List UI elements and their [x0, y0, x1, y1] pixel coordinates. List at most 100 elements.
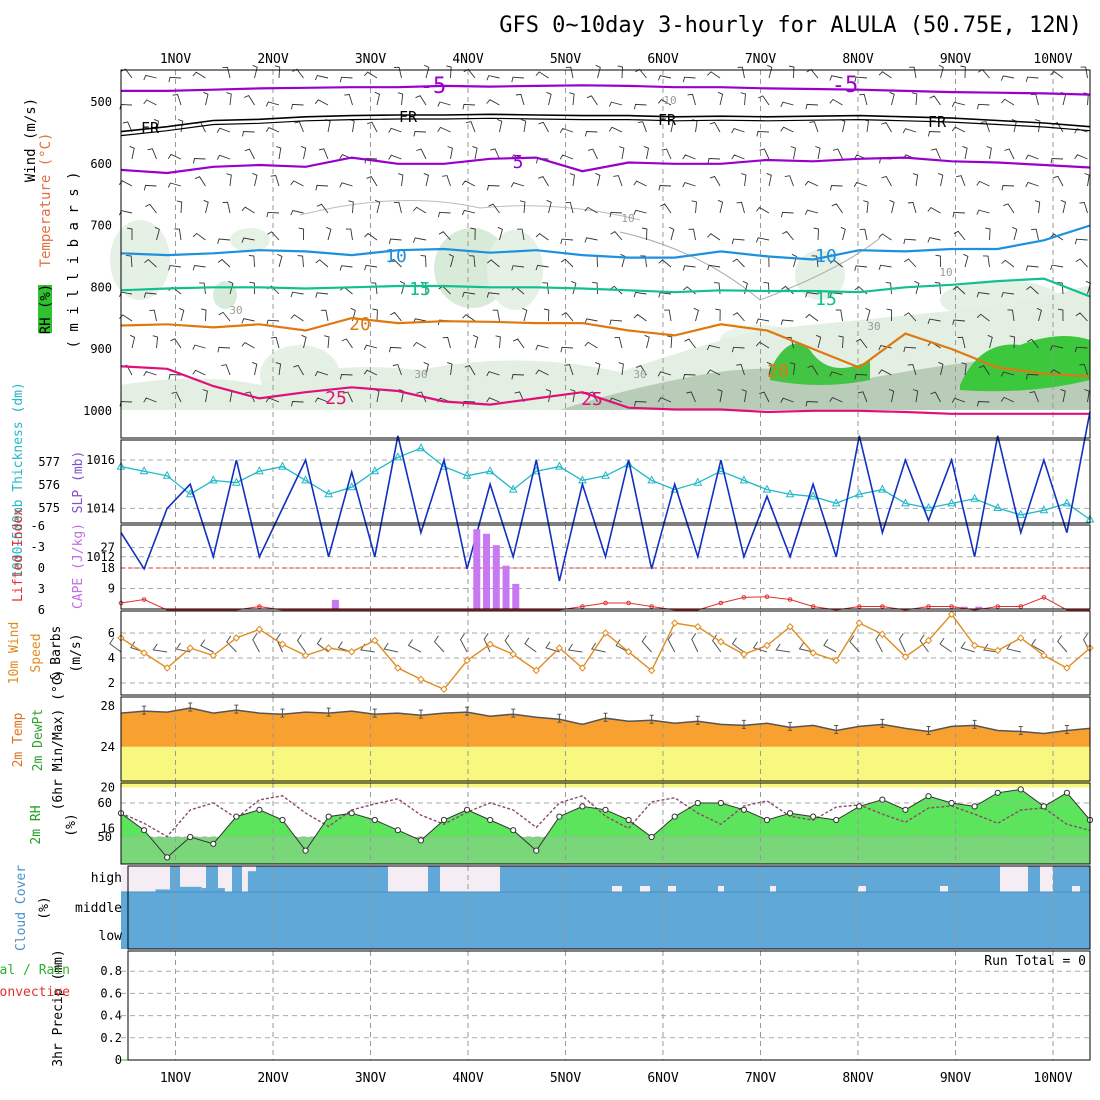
isotherm-20 — [120, 316, 1091, 378]
cloud-layer-middle: middle — [75, 901, 122, 916]
high-cloud-gap — [940, 886, 948, 892]
temp-minmax-bar — [280, 708, 285, 718]
upper-wind-barbs — [118, 64, 1091, 407]
li-tick--6: -6 — [31, 519, 45, 533]
rh-point — [740, 806, 748, 813]
contour-label: 10 — [939, 266, 952, 279]
thickness-point — [185, 489, 195, 498]
rh-point — [971, 803, 978, 810]
thickness-point — [162, 470, 172, 479]
isotherm-15 — [120, 277, 1091, 298]
chart-title: GFS 0~10day 3-hourly for ALULA (50.75E, … — [499, 13, 1082, 38]
cape-bar — [502, 565, 510, 609]
rh-contour-10 — [619, 231, 881, 301]
rh-point — [348, 810, 355, 817]
temp-minmax-bar — [142, 705, 147, 715]
top-date-2NOV: 2NOV — [257, 52, 288, 67]
temp-minmax-bar — [649, 714, 654, 724]
wind-speed-point — [255, 625, 264, 633]
contour-label: 25 — [325, 388, 347, 409]
wind-panel — [120, 610, 1091, 696]
rh-point — [602, 806, 609, 813]
thickness-point — [1039, 505, 1049, 514]
wind-speed-point — [1063, 664, 1071, 672]
cloud-base — [121, 866, 1090, 949]
thickness-point — [139, 466, 149, 475]
contour-label: 20 — [767, 361, 789, 382]
top-date-10NOV: 10NOV — [1033, 52, 1072, 67]
thickness-point — [1062, 498, 1072, 507]
contour-label: FR — [928, 113, 947, 131]
rh-shade-green — [770, 343, 870, 385]
high-cloud-gap — [1072, 886, 1080, 892]
thickness-point — [347, 482, 357, 491]
wind-speed-point — [647, 666, 656, 675]
high-cloud-clear — [440, 866, 500, 892]
high-cloud-clear — [1040, 866, 1053, 892]
thickness-point — [854, 489, 864, 498]
lifted-index-point — [880, 604, 885, 609]
high-cloud-clear — [1000, 866, 1028, 892]
temp-minmax-bar — [465, 706, 470, 716]
wind-speed-point — [809, 649, 817, 657]
li-tick-0: 0 — [38, 561, 45, 575]
bottom-date-3NOV: 3NOV — [355, 1071, 386, 1086]
wind-speed-point — [1040, 651, 1048, 660]
run-total-label: Run Total = 0 — [984, 954, 1086, 969]
rh-ylabel-unit: (%) — [64, 813, 79, 836]
thickness-point — [947, 498, 956, 507]
contour-label: FR — [658, 111, 677, 129]
top-date-4NOV: 4NOV — [452, 52, 483, 67]
upper-ylabel-millibars: ( m i l l i b a r s ) — [66, 171, 82, 348]
precip-panel — [127, 950, 1091, 1061]
thickness-point — [993, 502, 1003, 511]
lifted-index-point — [718, 600, 724, 606]
temp-minmax-bar — [926, 726, 931, 735]
temp-minmax-bar — [741, 719, 746, 729]
rh-point — [648, 833, 655, 841]
rh-point — [487, 816, 494, 824]
cape-bar — [331, 599, 339, 609]
top-date-8NOV: 8NOV — [842, 52, 873, 67]
wind-speed-point — [371, 636, 379, 645]
li-tick-3: 3 — [38, 582, 45, 596]
wind-speed-point — [140, 649, 148, 657]
wind-speed-point — [624, 648, 633, 656]
rh-point — [371, 816, 378, 824]
cloud-layer-low: low — [99, 929, 123, 944]
high-cloud-bar — [155, 889, 179, 892]
temp-tick-28: 28 — [101, 699, 115, 713]
lifted-index-point — [580, 604, 585, 609]
cape-bar — [512, 583, 520, 609]
high-cloud-gap — [770, 886, 776, 892]
wind-ylabel-c: & Barbs — [49, 626, 64, 681]
high-cloud-clear — [388, 866, 428, 892]
thickness-line — [120, 447, 1091, 521]
wind-speed-point — [671, 619, 679, 627]
li-tick-6: 6 — [38, 603, 45, 617]
bottom-date-9NOV: 9NOV — [940, 1071, 971, 1086]
lifted-index-point — [257, 604, 262, 609]
rh-shade-blob — [230, 228, 270, 252]
contour-label: 30 — [633, 368, 646, 381]
precip-tick-0.2: 0.2 — [100, 1031, 122, 1045]
thickness-point — [624, 459, 633, 468]
rh-point — [579, 803, 586, 810]
thickness-point — [324, 489, 333, 498]
temp-minmax-bar — [326, 707, 331, 717]
cape-panel — [120, 524, 1091, 610]
rh-shade-blob — [110, 220, 170, 300]
thickness-point — [647, 475, 656, 484]
temp-tick-20: 20 — [101, 781, 115, 795]
wind-speed-point — [786, 623, 794, 631]
bottom-date-10NOV: 10NOV — [1033, 1071, 1072, 1086]
lifted-index-point — [949, 604, 954, 609]
temp-minmax-bar — [557, 713, 562, 723]
wind-ylabel-b: Speed — [29, 633, 44, 672]
slp-tick-1016: 1016 — [86, 453, 115, 467]
bottom-date-1NOV: 1NOV — [160, 1071, 191, 1086]
thickness-tick-577: 577 — [38, 455, 60, 469]
rh-point — [440, 816, 448, 824]
isotherm--5 — [121, 84, 1091, 96]
rh-point — [786, 810, 794, 817]
